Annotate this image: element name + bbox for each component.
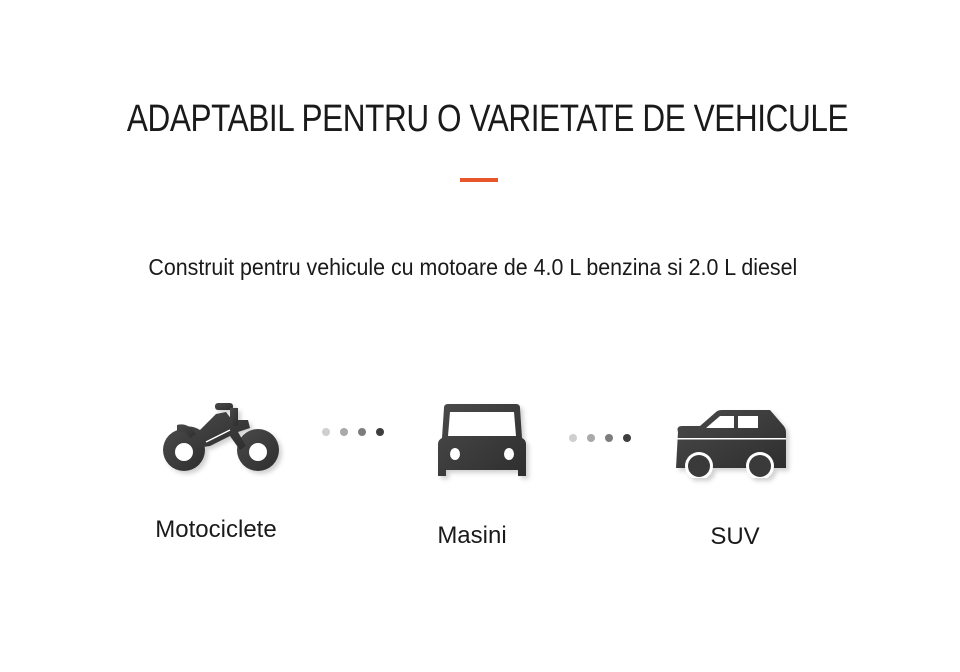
- dot: [358, 428, 366, 436]
- dot: [569, 434, 577, 442]
- dot: [322, 428, 330, 436]
- connector-dots: [322, 428, 384, 436]
- vehicle-label-suv: SUV: [710, 523, 760, 550]
- subtitle: Construit pentru vehicule cu motoare de …: [148, 254, 798, 280]
- dot: [605, 434, 613, 442]
- vehicle-label-masini: Masini: [437, 522, 507, 549]
- dot: [623, 434, 631, 442]
- car-front-icon: [438, 404, 526, 476]
- dot: [376, 428, 384, 436]
- connector-dots: [569, 434, 631, 442]
- page-title: ADAPTABIL PENTRU O VARIETATE DE VEHICULE: [126, 98, 849, 140]
- accent-divider: [460, 178, 498, 182]
- motorcycle-icon: [163, 403, 279, 471]
- vehicle-label-motociclete: Motociclete: [155, 516, 277, 543]
- suv-icon: [676, 410, 786, 478]
- dot: [587, 434, 595, 442]
- dot: [340, 428, 348, 436]
